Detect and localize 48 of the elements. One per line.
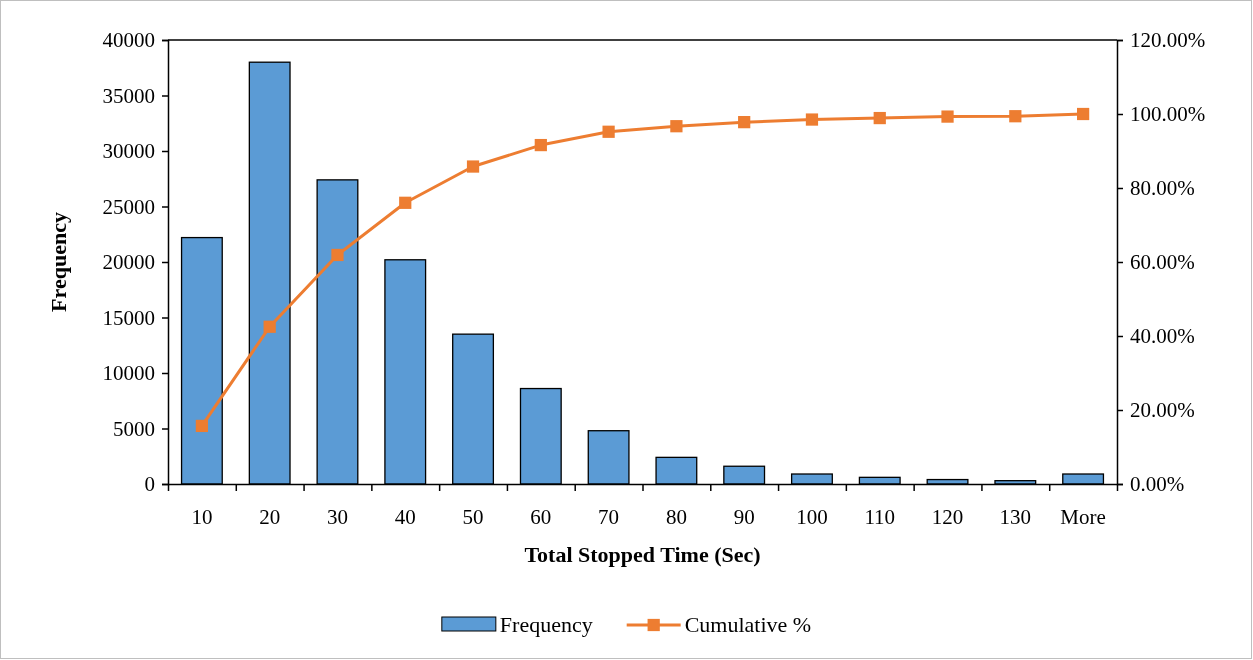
y-tick-label: 35000 <box>102 83 155 108</box>
x-tick-label: 100 <box>796 505 828 529</box>
y-tick-label: 10000 <box>102 361 155 386</box>
x-tick-label: 40 <box>394 505 416 529</box>
point <box>941 110 954 123</box>
y2-tick-label: 60.00% <box>1130 250 1195 275</box>
x-tick-label: 20 <box>259 505 281 529</box>
y-tick-label: 0 <box>144 472 155 497</box>
y-tick-label: 5000 <box>113 416 155 441</box>
legend-label: Cumulative % <box>684 612 812 637</box>
x-tick-label: 90 <box>733 505 755 529</box>
y2-tick-label: 40.00% <box>1130 324 1195 349</box>
x-axis-title: Total Stopped Time (Sec) <box>524 542 761 567</box>
point <box>602 125 615 138</box>
x-tick-label: 30 <box>326 505 348 529</box>
x-tick-label: 80 <box>665 505 687 529</box>
y2-tick-label: 0.00% <box>1130 472 1185 497</box>
point <box>670 120 683 133</box>
x-tick-label: 60 <box>530 505 552 529</box>
y-axis-title: Frequency <box>46 212 71 312</box>
y-tick-label: 30000 <box>102 139 155 164</box>
point <box>399 196 412 209</box>
y-tick-label: 40000 <box>102 28 155 53</box>
y2-tick-label: 120.00% <box>1130 28 1206 53</box>
point <box>195 419 209 433</box>
x-tick-label: 10 <box>191 505 213 529</box>
y-tick-label: 25000 <box>102 194 155 219</box>
y-tick-label: 15000 <box>102 305 155 330</box>
y2-tick-label: 80.00% <box>1130 176 1195 201</box>
x-tick-label: 70 <box>598 505 620 529</box>
legend-label: Frequency <box>499 612 593 637</box>
x-tick-label: More <box>1060 505 1106 529</box>
point <box>805 113 819 126</box>
y-tick-label: 20000 <box>102 250 155 275</box>
point <box>331 248 344 262</box>
x-tick-label: 130 <box>999 505 1032 529</box>
point <box>873 111 886 125</box>
point <box>466 160 480 173</box>
point <box>1076 107 1090 121</box>
point <box>1009 110 1022 123</box>
x-tick-label: 120 <box>931 505 964 529</box>
point <box>263 320 276 333</box>
x-tick-label: 110 <box>864 505 896 529</box>
y2-tick-label: 20.00% <box>1130 398 1195 423</box>
y2-tick-label: 100.00% <box>1130 102 1206 127</box>
point <box>534 138 547 152</box>
x-tick-label: 50 <box>462 505 484 529</box>
point <box>738 116 751 129</box>
